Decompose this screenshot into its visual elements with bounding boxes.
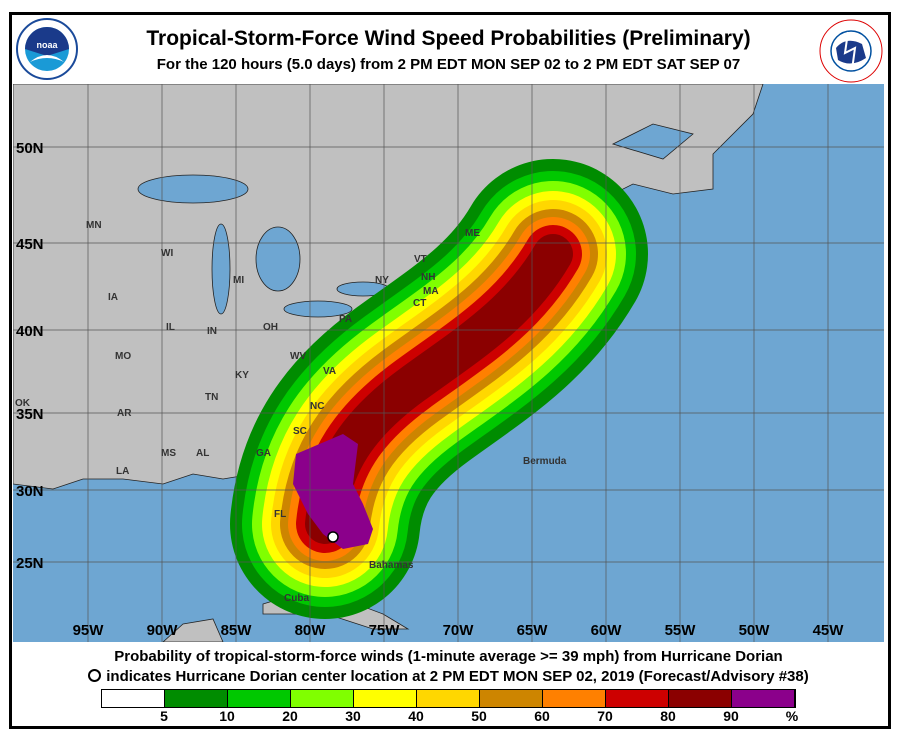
legend-swatch bbox=[291, 690, 354, 707]
band-90 bbox=[293, 434, 373, 549]
place-label: SC bbox=[293, 426, 307, 437]
page-subtitle: For the 120 hours (5.0 days) from 2 PM E… bbox=[156, 56, 741, 73]
place-label: MA bbox=[423, 286, 439, 297]
legend-swatch bbox=[165, 690, 228, 707]
center-marker-icon bbox=[88, 669, 102, 682]
legend-label: 40 bbox=[408, 708, 424, 724]
legend-label: 90 bbox=[723, 708, 739, 724]
lon-label: 60W bbox=[591, 622, 623, 639]
lon-label: 80W bbox=[295, 622, 327, 639]
noaa-logo: noaa bbox=[16, 18, 78, 80]
probability-bands bbox=[230, 159, 648, 619]
legend-label: 70 bbox=[597, 708, 613, 724]
lat-label: 45N bbox=[16, 236, 44, 253]
caption-line-2-text: indicates Hurricane Dorian center locati… bbox=[106, 668, 809, 685]
legend-swatch bbox=[732, 690, 795, 707]
legend-swatch bbox=[354, 690, 417, 707]
lon-label: 95W bbox=[73, 622, 105, 639]
place-label: NH bbox=[421, 272, 435, 283]
place-label: WV bbox=[290, 351, 306, 362]
place-label: MS bbox=[161, 448, 176, 459]
lon-label: 50W bbox=[739, 622, 771, 639]
place-label: CT bbox=[413, 298, 426, 309]
place-label: Bermuda bbox=[523, 456, 567, 467]
place-label: GA bbox=[256, 448, 271, 459]
legend-label: 80 bbox=[660, 708, 676, 724]
place-label: WI bbox=[161, 248, 173, 259]
nws-logo bbox=[819, 19, 883, 83]
legend-label: 10 bbox=[219, 708, 235, 724]
lon-label: 70W bbox=[443, 622, 475, 639]
page-title: Tropical-Storm-Force Wind Speed Probabil… bbox=[146, 27, 751, 50]
place-label: AR bbox=[117, 408, 132, 419]
legend-swatch bbox=[480, 690, 543, 707]
place-label: MO bbox=[115, 351, 131, 362]
color-legend bbox=[101, 689, 796, 708]
lon-label: 65W bbox=[517, 622, 549, 639]
legend-label: 50 bbox=[471, 708, 487, 724]
place-label: AL bbox=[196, 448, 209, 459]
place-label: PA bbox=[339, 314, 352, 325]
storm-center-marker bbox=[327, 531, 339, 543]
legend-label: % bbox=[785, 708, 799, 724]
legend-swatch bbox=[417, 690, 480, 707]
legend-swatch bbox=[228, 690, 291, 707]
place-label: OH bbox=[263, 322, 278, 333]
place-label: IL bbox=[166, 322, 175, 333]
place-label: FL bbox=[274, 509, 286, 520]
lat-label: 35N bbox=[16, 406, 44, 423]
legend-label: 60 bbox=[534, 708, 550, 724]
lon-label: 55W bbox=[665, 622, 697, 639]
place-label: LA bbox=[116, 466, 129, 477]
legend-swatch bbox=[102, 690, 165, 707]
place-label: VA bbox=[323, 366, 336, 377]
lat-label: 25N bbox=[16, 555, 44, 572]
place-label: TN bbox=[205, 392, 218, 403]
place-label: OK bbox=[15, 398, 31, 409]
lon-label: 75W bbox=[369, 622, 401, 639]
legend-swatch bbox=[543, 690, 606, 707]
map-labels: 95W 90W 85W 80W 75W 70W 65W 60W 55W 50W 45W 50N 45N 4… bbox=[15, 140, 844, 639]
legend-swatch bbox=[669, 690, 732, 707]
lon-label: 85W bbox=[221, 622, 253, 639]
svg-text:noaa: noaa bbox=[36, 40, 58, 50]
place-label: Bahamas bbox=[369, 560, 414, 571]
place-label: NC bbox=[310, 401, 324, 412]
lat-label: 50N bbox=[16, 140, 44, 157]
lat-label: 40N bbox=[16, 323, 44, 340]
frame-border bbox=[9, 12, 891, 729]
place-label: MN bbox=[86, 220, 102, 231]
place-label: KY bbox=[235, 370, 249, 381]
lat-label: 30N bbox=[16, 483, 44, 500]
place-label: IN bbox=[207, 326, 217, 337]
legend-swatch bbox=[606, 690, 669, 707]
legend-label: 20 bbox=[282, 708, 298, 724]
lon-label: 90W bbox=[147, 622, 179, 639]
place-label: NY bbox=[375, 275, 389, 286]
caption-line-1: Probability of tropical-storm-force wind… bbox=[114, 648, 783, 665]
place-label: Cuba bbox=[284, 593, 309, 604]
probability-map: 95W 90W 85W 80W 75W 70W 65W 60W 55W 50W 45W 50N 45N 4… bbox=[13, 84, 884, 642]
place-label: MI bbox=[233, 275, 244, 286]
place-label: VT bbox=[414, 254, 427, 265]
legend-label: 30 bbox=[345, 708, 361, 724]
lon-label: 45W bbox=[813, 622, 845, 639]
legend-label: 5 bbox=[160, 708, 168, 724]
place-label: ME bbox=[465, 228, 480, 239]
caption-line-2: indicates Hurricane Dorian center locati… bbox=[0, 668, 897, 685]
place-label: IA bbox=[108, 292, 118, 303]
lat-lon-grid bbox=[13, 84, 884, 642]
